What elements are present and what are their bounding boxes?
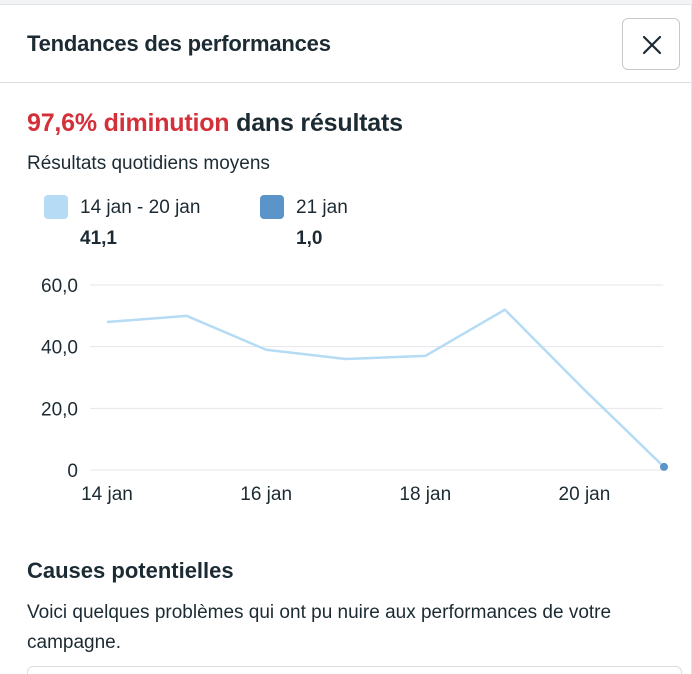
y-tick-label: 60,0	[41, 276, 78, 297]
change-headline: 97,6% diminution dans résultats	[27, 109, 403, 138]
daily-results-line-chart: 60,0 40,0 20,0 014 jan 16 jan 18 jan 20 jan	[41, 276, 668, 505]
close-button[interactable]	[622, 18, 680, 70]
performance-trends-dialog: Tendances des performances 97,6% diminut…	[0, 4, 692, 674]
close-icon	[642, 35, 662, 55]
legend-label-previous: 14 jan - 20 jan	[80, 197, 201, 218]
legend-value-previous: 41,1	[80, 228, 117, 249]
x-tick-label: 16 jan	[240, 484, 292, 505]
cause-card[interactable]	[27, 666, 682, 674]
x-tick-label: 18 jan	[399, 484, 451, 505]
change-context: dans résultats	[229, 109, 403, 137]
series-line-previous	[106, 308, 586, 391]
potential-causes-description: Voici quelques problèmes qui ont pu nuir…	[27, 602, 612, 653]
chart-subtitle: Résultats quotidiens moyens	[27, 153, 270, 174]
legend-swatch-current	[260, 195, 284, 219]
dialog-header: Tendances des performances	[0, 5, 691, 83]
x-tick-label: 14 jan	[81, 484, 133, 505]
series-connector	[583, 388, 666, 469]
legend-value-current: 1,0	[296, 228, 323, 249]
y-tick-label: 0	[67, 461, 78, 482]
x-tick-label: 20 jan	[559, 484, 611, 505]
y-tick-label: 20,0	[41, 399, 78, 420]
data-point-current	[660, 462, 668, 471]
change-percent: 97,6% diminution	[27, 109, 230, 137]
potential-causes-title: Causes potentielles	[27, 558, 234, 583]
legend-label-current: 21 jan	[296, 197, 348, 218]
dialog-title: Tendances des performances	[27, 31, 331, 56]
y-tick-label: 40,0	[41, 338, 78, 359]
legend-swatch-previous	[44, 195, 68, 219]
